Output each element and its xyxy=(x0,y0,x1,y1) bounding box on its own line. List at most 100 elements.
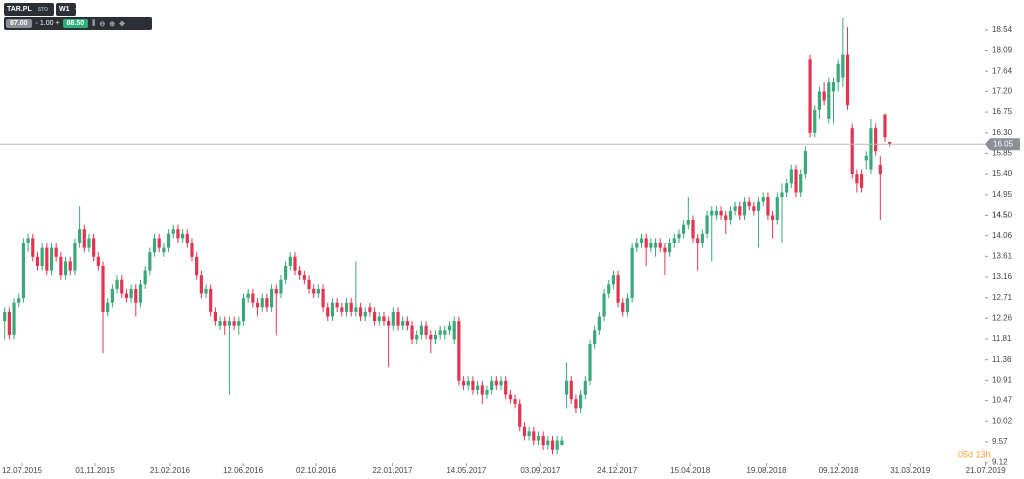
candle-body xyxy=(255,302,260,308)
lot[interactable]: 1.00 xyxy=(39,20,54,27)
x-tick-label: 21.02.2016 xyxy=(150,466,191,475)
candle-body xyxy=(621,302,625,312)
candle-body xyxy=(494,380,498,386)
zoom-out-icon[interactable]: ⊖ xyxy=(99,20,106,28)
candle-body xyxy=(321,288,325,308)
y-tick-label: 13.61 xyxy=(992,251,1013,260)
candle-body xyxy=(682,224,686,234)
candle-body xyxy=(12,302,16,335)
candle-body xyxy=(246,293,250,299)
candle-body xyxy=(794,169,798,193)
candle-body xyxy=(284,265,288,280)
y-tick-label: 14.95 xyxy=(992,190,1013,199)
y-tick-label: 15.85 xyxy=(992,149,1013,158)
candle-body xyxy=(813,109,817,133)
candle-body xyxy=(747,201,751,207)
candle-body xyxy=(845,54,850,106)
y-tick-label: 10.91 xyxy=(992,375,1013,384)
candle-body xyxy=(31,238,35,257)
candle-body xyxy=(185,233,189,244)
zoom-in-icon[interactable]: ⊕ xyxy=(109,20,116,28)
candle-body xyxy=(166,233,171,248)
candle-body xyxy=(213,311,217,322)
x-tick-label: 02.10.2016 xyxy=(296,466,337,475)
candle-body xyxy=(26,238,30,244)
candle-body xyxy=(724,215,728,221)
ask-button[interactable]: 88.50 xyxy=(62,19,89,28)
plus-button[interactable]: + xyxy=(55,20,60,27)
candle-body xyxy=(588,344,592,381)
indicator-icon[interactable]: ⫼ xyxy=(92,19,96,27)
candle-body xyxy=(766,197,770,216)
last-price-label: 16.05 xyxy=(993,139,1014,148)
candle-body xyxy=(387,321,391,326)
candle-body xyxy=(377,316,381,322)
candle-body xyxy=(817,91,822,110)
candle-body xyxy=(508,394,512,400)
candle-body xyxy=(330,302,335,317)
candle-body xyxy=(560,440,564,446)
y-tick-label: 12.71 xyxy=(992,293,1013,302)
candle-body xyxy=(260,298,264,308)
candle-body xyxy=(513,399,517,404)
candle-body xyxy=(569,380,573,400)
candle-body xyxy=(152,238,157,253)
candle-body xyxy=(696,238,700,244)
candle-body xyxy=(349,302,353,312)
move-icon[interactable]: ✥ xyxy=(119,20,125,28)
candle-body xyxy=(710,210,714,216)
candle-body xyxy=(775,197,779,221)
candle-body xyxy=(799,174,803,193)
symbol-select[interactable]: TAR.PL STO ▾ xyxy=(4,3,57,16)
x-tick-label: 21.07.2019 xyxy=(966,466,1007,475)
x-tick-label: 31.03.2019 xyxy=(890,466,931,475)
candle-body xyxy=(279,279,283,294)
candle-body xyxy=(888,141,892,145)
candle-body xyxy=(288,256,292,266)
candle-body xyxy=(68,261,72,271)
candle-body xyxy=(195,256,199,276)
candle-body xyxy=(738,206,742,216)
candle-body xyxy=(522,426,527,436)
candle-body xyxy=(653,243,658,248)
candle-body xyxy=(176,229,180,239)
y-tick-label: 14.06 xyxy=(992,231,1013,240)
bid-button[interactable]: 87.00 xyxy=(6,19,32,28)
y-tick-label: 17.20 xyxy=(992,87,1013,96)
candle-body xyxy=(841,54,845,78)
timeframe-select[interactable]: W1 ▾ xyxy=(56,3,79,16)
candle-body xyxy=(293,256,297,271)
candle-body xyxy=(265,298,269,308)
y-tick-label: 11.36 xyxy=(992,355,1012,364)
candle-body xyxy=(344,302,349,312)
candle-body xyxy=(171,229,175,234)
candle-body xyxy=(115,279,119,289)
x-tick-label: 19.08.2018 xyxy=(746,466,787,475)
candle-body xyxy=(808,59,812,133)
candle-body xyxy=(752,206,756,211)
candle-body xyxy=(644,238,648,248)
candle-body xyxy=(630,247,634,299)
candle-body xyxy=(607,284,611,294)
minus-button[interactable]: - xyxy=(35,20,38,27)
candle-body xyxy=(700,233,704,244)
candle-body xyxy=(372,311,377,322)
x-tick-label: 12.07.2015 xyxy=(2,466,43,475)
candle-body xyxy=(49,247,54,271)
y-tick-label: 16.75 xyxy=(992,107,1013,116)
candle-body xyxy=(616,275,620,303)
candle-body xyxy=(354,307,358,312)
candle-body xyxy=(635,243,639,248)
candle-body xyxy=(21,243,26,299)
caret: ▾ xyxy=(54,6,58,14)
candle-body xyxy=(466,380,470,386)
candle-body xyxy=(227,321,232,326)
x-tick-label: 22.01.2017 xyxy=(372,466,413,475)
candle-body xyxy=(218,321,222,326)
last-price-box xyxy=(985,138,1020,151)
candle-body xyxy=(490,380,494,391)
candle-body xyxy=(874,128,878,152)
y-tick-label: 15.40 xyxy=(992,169,1013,178)
candle-body xyxy=(63,261,68,276)
